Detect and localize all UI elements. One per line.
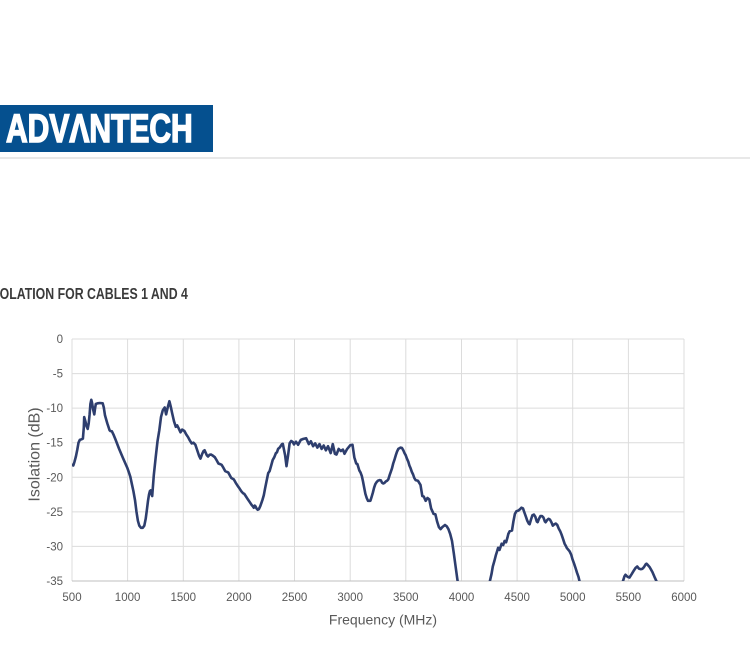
svg-text:-5: -5 bbox=[53, 369, 63, 381]
svg-text:5000: 5000 bbox=[560, 592, 586, 604]
svg-text:6000: 6000 bbox=[671, 592, 697, 604]
svg-text:2500: 2500 bbox=[282, 592, 308, 604]
svg-text:0: 0 bbox=[57, 334, 63, 346]
svg-text:5500: 5500 bbox=[616, 592, 642, 604]
svg-text:-10: -10 bbox=[46, 403, 63, 415]
svg-text:2000: 2000 bbox=[226, 592, 252, 604]
svg-text:3500: 3500 bbox=[393, 592, 419, 604]
svg-text:1500: 1500 bbox=[171, 592, 197, 604]
svg-text:Frequency (MHz): Frequency (MHz) bbox=[329, 612, 437, 628]
svg-text:-25: -25 bbox=[46, 507, 63, 519]
svg-text:-35: -35 bbox=[46, 576, 63, 588]
svg-text:4000: 4000 bbox=[449, 592, 475, 604]
svg-text:500: 500 bbox=[62, 592, 81, 604]
svg-text:Isolation (dB): Isolation (dB) bbox=[27, 407, 44, 501]
svg-text:1000: 1000 bbox=[115, 592, 141, 604]
svg-text:-15: -15 bbox=[46, 438, 63, 450]
svg-text:-20: -20 bbox=[46, 472, 63, 484]
svg-text:-30: -30 bbox=[46, 541, 63, 553]
svg-text:4500: 4500 bbox=[504, 592, 530, 604]
svg-text:3000: 3000 bbox=[337, 592, 363, 604]
